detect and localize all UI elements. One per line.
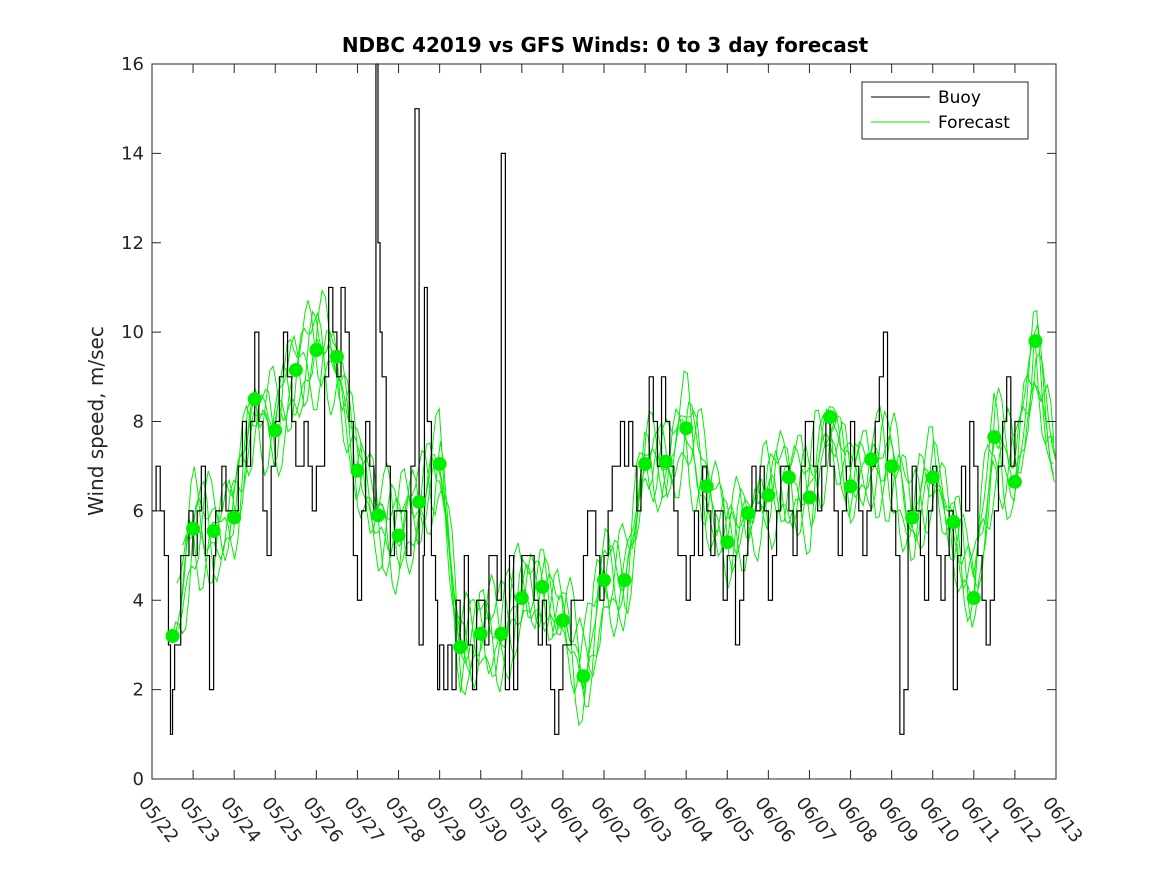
x-tick-label: 06/11	[956, 793, 1004, 847]
forecast-points	[165, 334, 1043, 684]
buoy-line-group	[152, 63, 1024, 735]
y-tick-label: 10	[121, 322, 144, 343]
forecast-point	[514, 591, 529, 606]
forecast-point	[535, 579, 550, 594]
forecast-point	[432, 456, 447, 471]
forecast-point	[884, 459, 899, 474]
forecast-point	[453, 640, 468, 655]
forecast-point	[1028, 334, 1043, 349]
forecast-point	[1007, 474, 1022, 489]
x-tick-label: 06/10	[915, 793, 963, 847]
x-tick-label: 06/07	[792, 793, 840, 847]
forecast-run-line	[178, 309, 1054, 690]
legend-buoy-label: Buoy	[938, 88, 981, 108]
legend-forecast-label: Forecast	[938, 113, 1010, 133]
x-tick-label: 05/30	[463, 793, 511, 847]
buoy-line	[152, 63, 1024, 735]
x-tick-label: 06/09	[874, 793, 922, 847]
forecast-point	[987, 430, 1002, 445]
x-tick-label: 05/24	[216, 793, 264, 847]
x-tick-label: 06/06	[750, 793, 798, 847]
forecast-point	[371, 508, 385, 523]
x-tick-label: 05/29	[422, 793, 470, 847]
forecast-point	[329, 349, 344, 364]
x-tick-label: 05/27	[340, 793, 388, 847]
x-tick-label: 06/03	[627, 793, 675, 847]
forecast-point	[802, 490, 817, 505]
forecast-point	[679, 421, 694, 436]
y-tick-label: 4	[133, 590, 144, 611]
forecast-point	[412, 494, 427, 509]
forecast-point	[288, 363, 303, 378]
forecast-point	[494, 626, 509, 641]
forecast-point	[720, 535, 735, 550]
forecast-point	[740, 506, 755, 521]
forecast-point	[473, 626, 488, 641]
x-tick-label: 06/02	[586, 793, 634, 847]
x-tick-label: 05/25	[257, 793, 305, 847]
y-tick-label: 6	[133, 501, 144, 522]
x-tick-label: 05/28	[381, 793, 429, 847]
x-tick-label: 05/31	[504, 793, 552, 847]
forecast-point	[597, 573, 611, 588]
forecast-point	[247, 392, 262, 407]
forecast-point	[946, 515, 961, 530]
forecast-point	[617, 573, 632, 588]
forecast-point	[699, 479, 714, 494]
x-tick-label: 05/23	[175, 793, 223, 847]
y-tick-label: 8	[133, 412, 144, 433]
y-axis: 0 2 4 6 8 10 12 14 16	[121, 54, 1056, 790]
forecast-point	[638, 456, 653, 471]
forecast-point	[186, 521, 201, 536]
legend: Buoy Forecast	[861, 81, 1029, 140]
chart-title: NDBC 42019 vs GFS Winds: 0 to 3 day fore…	[342, 33, 869, 57]
y-tick-label: 16	[121, 54, 144, 75]
forecast-point	[227, 510, 242, 525]
x-tick-label: 06/01	[545, 793, 593, 847]
forecast-point	[391, 528, 406, 543]
legend-box	[861, 81, 1029, 140]
y-tick-label: 0	[133, 769, 144, 790]
forecast-point	[658, 454, 673, 469]
forecast-run-line	[182, 311, 1055, 696]
forecast-point	[309, 343, 324, 357]
x-tick-label: 05/22	[134, 793, 182, 847]
forecast-point	[925, 470, 940, 485]
plot-frame	[151, 63, 1057, 780]
y-tick-label: 2	[133, 680, 144, 701]
forecast-point	[206, 523, 221, 538]
forecast-point	[843, 479, 858, 494]
forecast-lines	[172, 288, 1057, 727]
y-axis-label: Wind speed, m/sec	[84, 326, 108, 516]
forecast-point	[864, 452, 879, 467]
forecast-point	[165, 629, 180, 643]
forecast-point	[905, 510, 920, 525]
x-tick-label: 06/05	[709, 793, 757, 847]
x-tick-label: 06/08	[833, 793, 881, 847]
forecast-point	[576, 669, 591, 684]
forecast-point	[966, 591, 981, 606]
forecast-point	[781, 470, 796, 485]
y-tick-label: 12	[121, 233, 144, 254]
forecast-run-line	[176, 300, 1055, 695]
x-tick-label: 06/13	[1038, 793, 1086, 847]
x-tick-label: 05/26	[298, 793, 346, 847]
forecast-point	[350, 463, 365, 478]
forecast-point	[823, 410, 837, 425]
y-tick-label: 14	[121, 143, 144, 164]
forecast-point	[761, 488, 776, 503]
x-tick-label: 06/04	[668, 793, 716, 847]
x-tick-label: 06/12	[997, 793, 1045, 847]
forecast-point	[268, 423, 283, 438]
forecast-point	[555, 613, 570, 628]
